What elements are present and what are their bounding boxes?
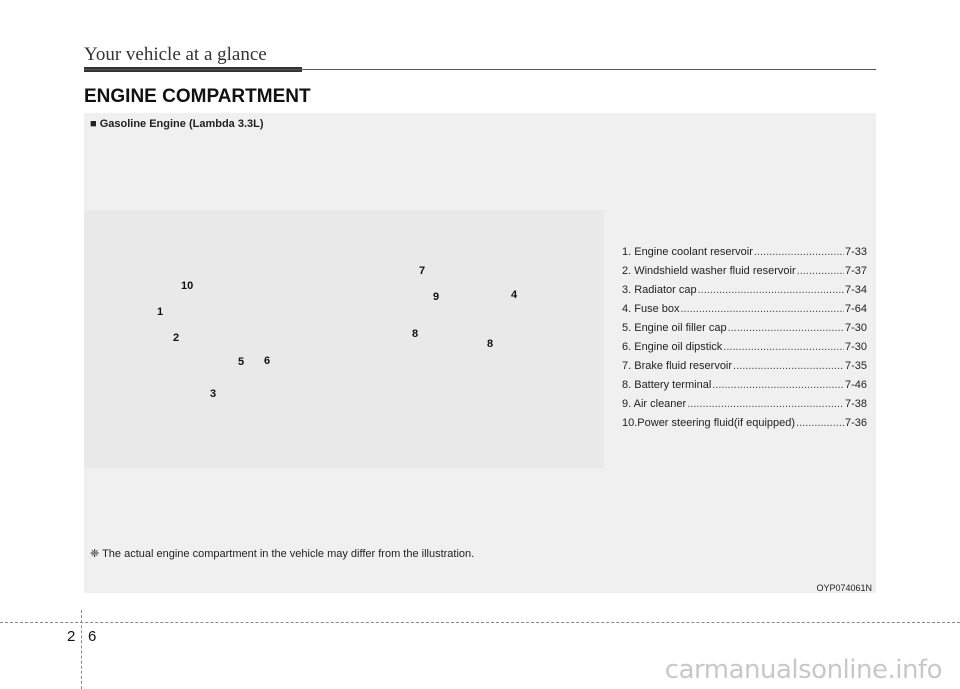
legend-item: 1. Engine coolant reservoir7-33	[622, 243, 867, 262]
running-header: Your vehicle at a glance	[84, 44, 267, 65]
watermark: carmanualsonline.info	[664, 655, 943, 685]
illustration-note: ❈ The actual engine compartment in the v…	[90, 548, 475, 560]
callout-1: 1	[157, 306, 164, 318]
page-number: 6	[88, 628, 97, 645]
legend-item: 9. Air cleaner7-38	[622, 395, 867, 414]
footer-divider	[81, 610, 82, 689]
legend-item: 10.Power steering fluid(if equipped)7-36	[622, 414, 867, 433]
callout-3: 3	[210, 388, 217, 400]
figure-code: OYP074061N	[816, 583, 872, 593]
legend-item: 6. Engine oil dipstick7-30	[622, 338, 867, 357]
parts-legend: 1. Engine coolant reservoir7-33 2. Winds…	[622, 243, 867, 433]
footer-rule	[0, 622, 960, 623]
legend-item: 2. Windshield washer fluid reservoir7-37	[622, 262, 867, 281]
legend-item: 5. Engine oil filler cap7-30	[622, 319, 867, 338]
callout-10: 10	[181, 280, 194, 292]
callout-8b: 8	[487, 338, 494, 350]
legend-item: 3. Radiator cap7-34	[622, 281, 867, 300]
callout-4: 4	[511, 289, 518, 301]
callout-9: 9	[433, 291, 440, 303]
chapter-number: 2	[67, 628, 76, 645]
callout-6: 6	[264, 355, 271, 367]
engine-illustration: 10 1 2 5 6 3 7 9 4 8 8	[84, 210, 604, 468]
header-rule	[84, 69, 876, 70]
legend-item: 7. Brake fluid reservoir7-35	[622, 357, 867, 376]
callout-7: 7	[419, 265, 426, 277]
legend-item: 8. Battery terminal7-46	[622, 376, 867, 395]
callout-2: 2	[173, 332, 180, 344]
section-title: ENGINE COMPARTMENT	[84, 86, 311, 107]
callout-8a: 8	[412, 328, 419, 340]
figure-subtitle: ■ Gasoline Engine (Lambda 3.3L)	[90, 118, 264, 130]
callout-5: 5	[238, 356, 245, 368]
figure-panel: ■ Gasoline Engine (Lambda 3.3L) 10 1 2 5…	[84, 113, 876, 593]
legend-item: 4. Fuse box7-64	[622, 300, 867, 319]
